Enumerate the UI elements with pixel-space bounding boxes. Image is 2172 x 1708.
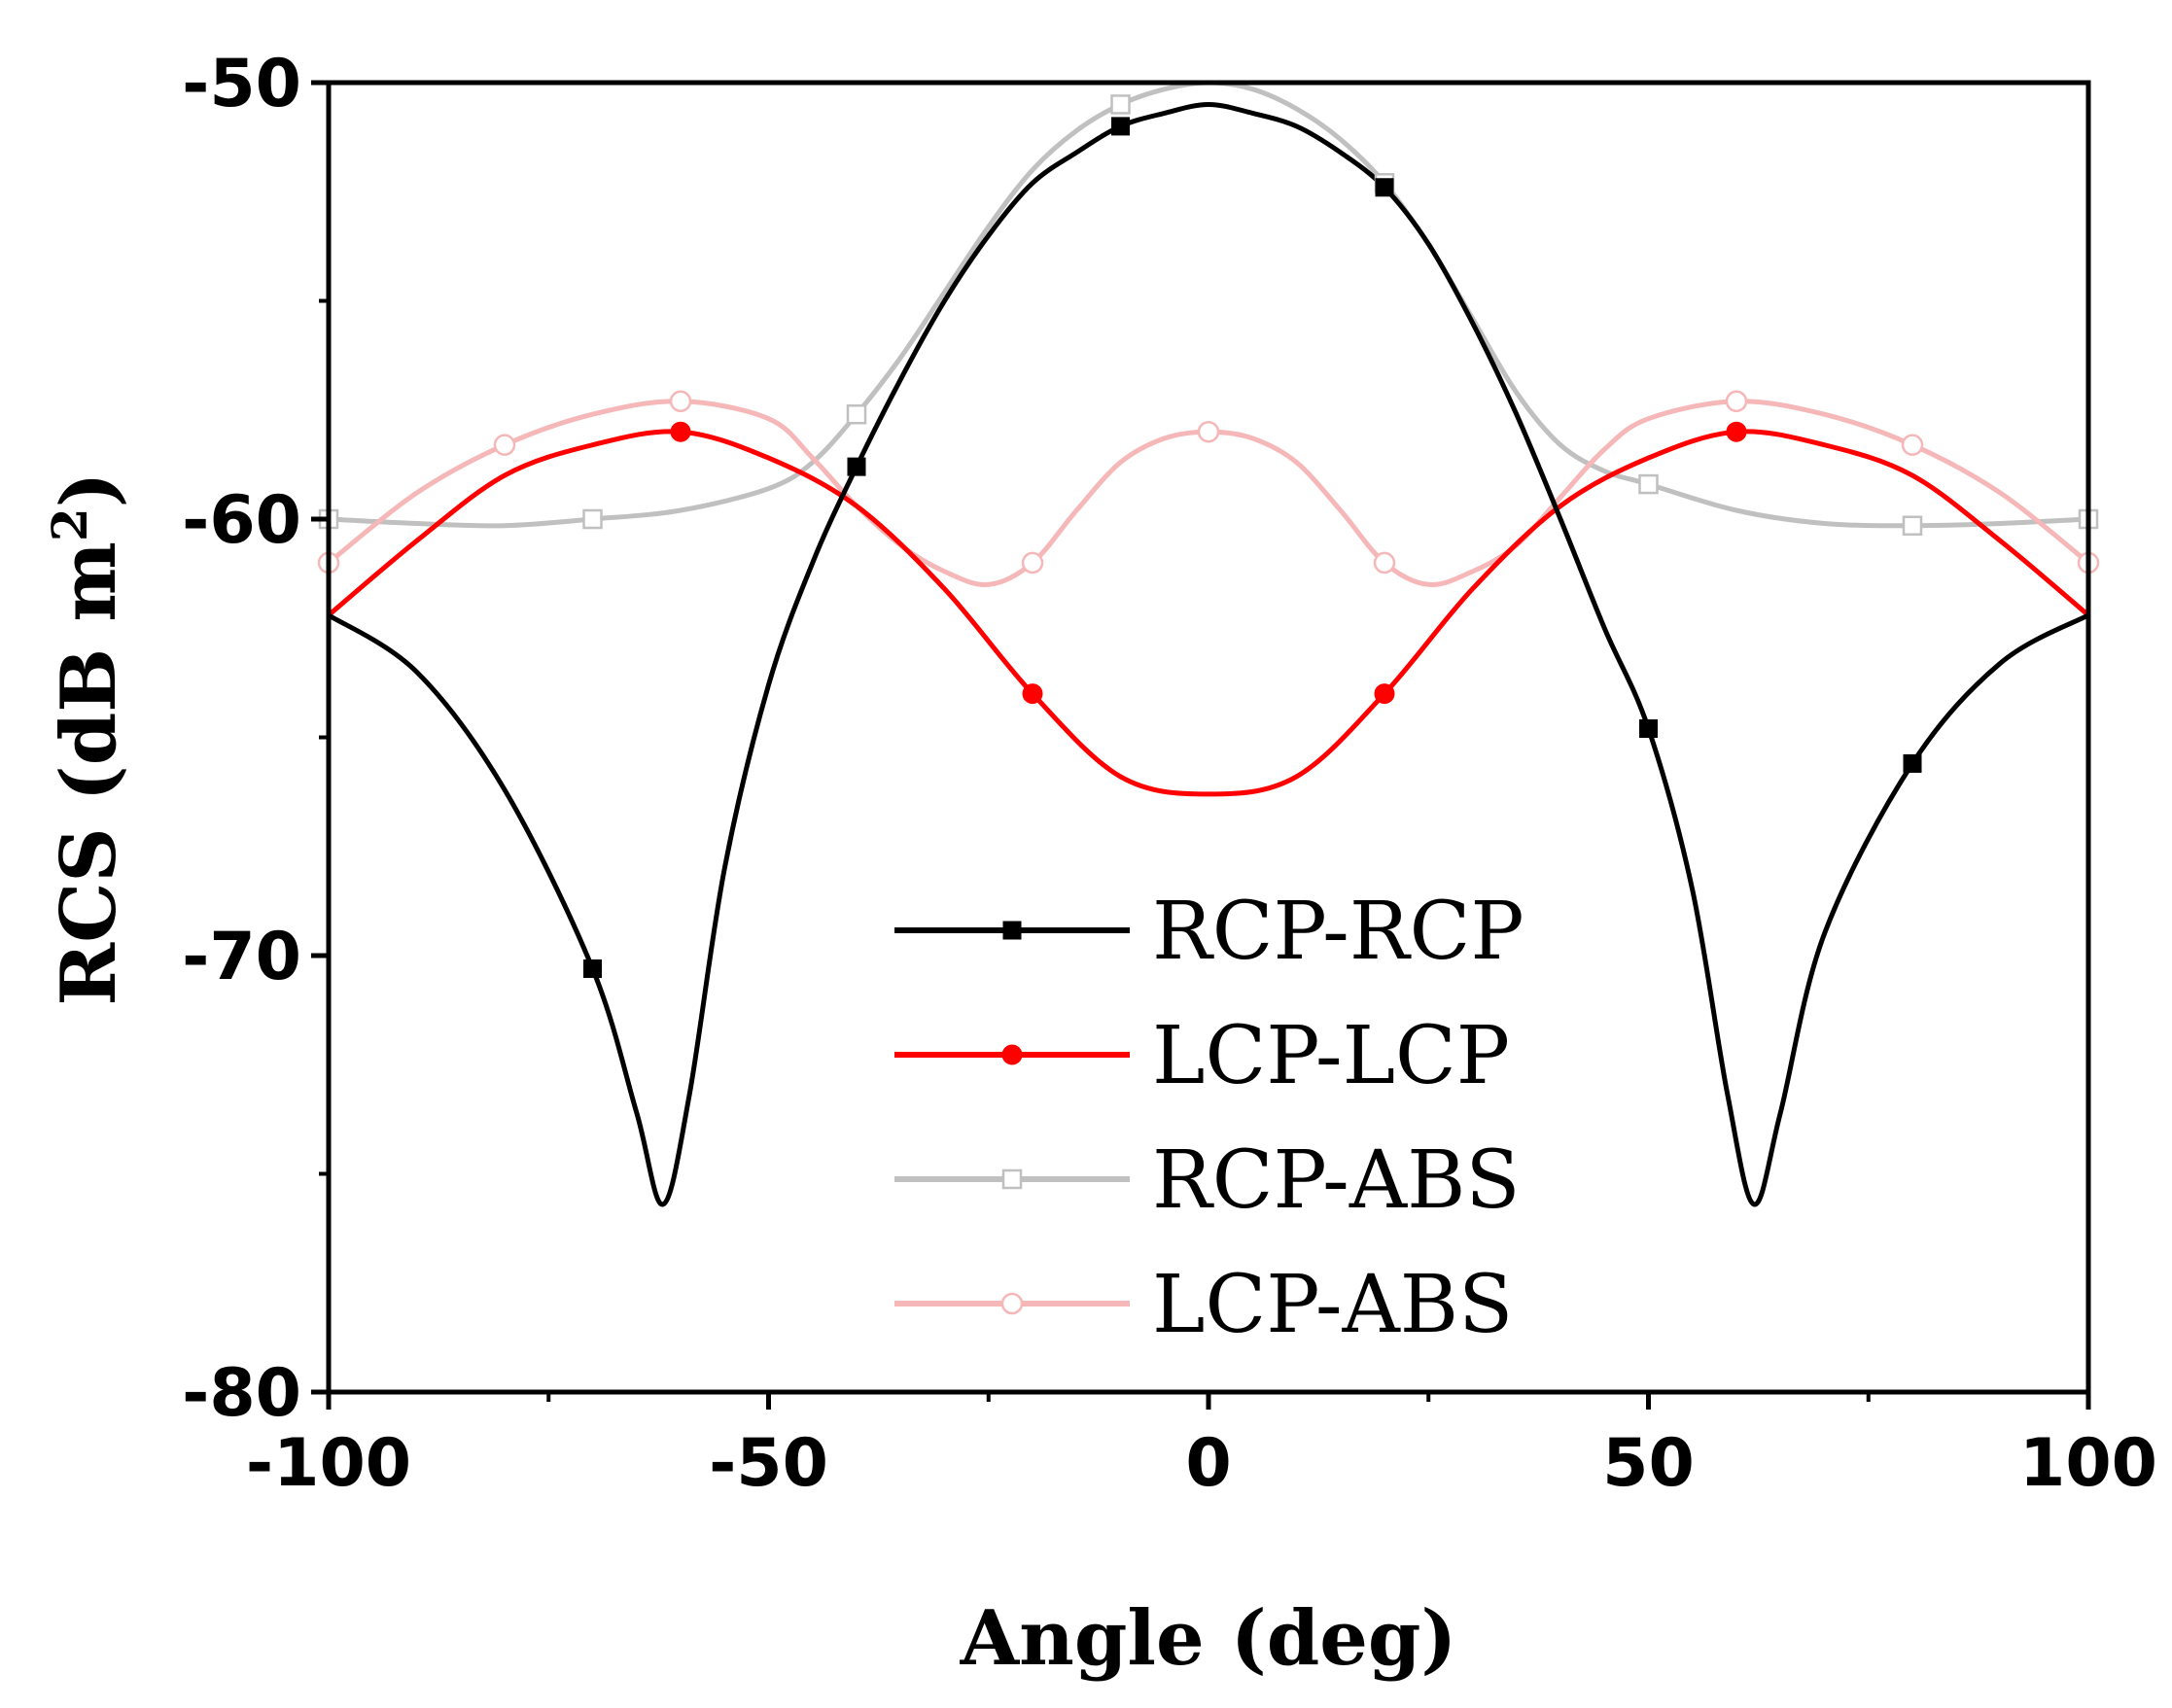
x-tick-label: 50 xyxy=(1602,1425,1695,1502)
legend-marker-rcp-abs xyxy=(1001,1168,1023,1190)
legend-marker-lcp-lcp xyxy=(1001,1044,1023,1065)
series-line-rcp-rcp xyxy=(326,102,2091,1207)
data-point-lcp-lcp xyxy=(670,421,691,442)
data-point-lcp-abs xyxy=(1197,420,1220,443)
series-line-lcp-lcp xyxy=(326,429,2091,797)
data-point-lcp-lcp xyxy=(1374,683,1395,705)
data-point-lcp-lcp xyxy=(1726,421,1747,442)
y-tick-label: -60 xyxy=(182,482,301,559)
x-tick-label: -50 xyxy=(709,1425,828,1502)
data-point-rcp-abs xyxy=(1902,515,1923,536)
y-axis-title: RCS (dB m2) xyxy=(41,471,134,1005)
data-point-rcp-rcp xyxy=(847,457,866,476)
svg-text:RCS (dB m2): RCS (dB m2) xyxy=(41,471,134,1005)
legend-marker-rcp-rcp xyxy=(1002,921,1022,940)
series-markers xyxy=(317,94,2100,978)
data-point-rcp-rcp xyxy=(1111,117,1130,136)
y-axis-title-superscript: 2 xyxy=(41,507,98,541)
data-point-lcp-lcp xyxy=(1022,683,1043,705)
x-tick-label: 100 xyxy=(2019,1425,2157,1502)
legend-label-lcp-lcp: LCP-LCP xyxy=(1152,1010,1510,1102)
data-point-lcp-abs xyxy=(1021,551,1044,575)
x-axis-title: Angle (deg) xyxy=(960,1594,1457,1683)
y-tick-label: -50 xyxy=(182,46,301,122)
data-point-rcp-rcp xyxy=(583,959,602,978)
data-point-lcp-abs xyxy=(1725,390,1748,413)
axis-ticks: -100 -50 0 50 100 -80 -70 -60 -50 xyxy=(182,46,2157,1502)
data-point-lcp-abs xyxy=(669,390,692,413)
x-tick-label: 0 xyxy=(1185,1425,1231,1502)
data-point-rcp-rcp xyxy=(1375,178,1394,197)
legend-marker-lcp-abs xyxy=(1000,1292,1024,1315)
data-point-rcp-abs xyxy=(1638,473,1659,495)
x-tick-label: -100 xyxy=(246,1425,411,1502)
data-point-rcp-abs xyxy=(582,508,603,530)
legend-label-rcp-rcp: RCP-RCP xyxy=(1152,886,1524,978)
y-axis-title-close: ) xyxy=(45,471,133,507)
y-tick-label: -80 xyxy=(182,1355,301,1432)
y-axis-title-main: RCS (dB m xyxy=(45,541,133,1005)
data-point-lcp-abs xyxy=(493,434,516,456)
legend-label-rcp-abs: RCP-ABS xyxy=(1152,1134,1521,1227)
data-point-lcp-abs xyxy=(1373,551,1396,575)
data-point-rcp-abs xyxy=(1110,94,1131,115)
y-tick-label: -70 xyxy=(182,919,301,995)
data-point-rcp-rcp xyxy=(1639,719,1658,739)
data-point-lcp-abs xyxy=(1901,434,1924,456)
series-line-rcp-abs xyxy=(326,80,2091,529)
legend-label-lcp-abs: LCP-ABS xyxy=(1152,1259,1513,1351)
data-point-rcp-abs xyxy=(846,403,867,425)
data-point-rcp-rcp xyxy=(1903,753,1922,773)
legend: RCP-RCP LCP-LCP RCP-ABS LCP-ABS xyxy=(894,886,1524,1351)
